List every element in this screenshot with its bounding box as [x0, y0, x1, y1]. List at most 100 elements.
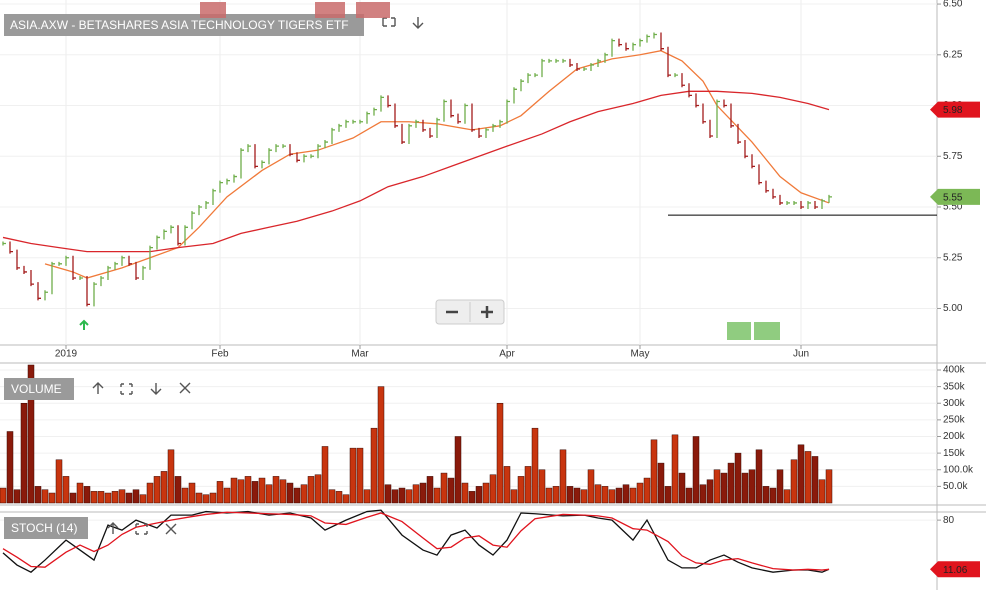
volume-bar	[776, 469, 784, 504]
event-marker[interactable]	[754, 322, 780, 340]
volume-bar	[69, 492, 77, 504]
volume-bar	[279, 479, 287, 504]
volume-bar	[664, 486, 672, 504]
panel-title-box	[4, 517, 88, 539]
y-tick-label: 5.25	[943, 252, 963, 263]
price-bar	[177, 225, 181, 246]
volume-bar	[447, 477, 455, 504]
volume-bar	[741, 472, 749, 504]
event-marker[interactable]	[356, 2, 390, 18]
volume-bar	[188, 482, 196, 504]
volume-bar	[601, 486, 609, 504]
price-bar	[394, 103, 398, 128]
x-tick-label: Feb	[211, 349, 229, 360]
volume-bar	[139, 494, 147, 504]
price-bar	[639, 38, 643, 47]
volume-bar	[181, 487, 189, 504]
volume-bar	[440, 472, 448, 504]
signal-arrow	[79, 319, 89, 330]
zoom-in[interactable]	[481, 306, 493, 318]
y-tick-label: 5.75	[943, 151, 963, 162]
price-bar	[408, 123, 412, 145]
price-bar	[156, 235, 160, 250]
y-tick-label: 300k	[943, 398, 966, 409]
price-bar	[716, 99, 720, 138]
volume-bar	[811, 456, 819, 504]
up-icon[interactable]	[107, 522, 119, 534]
up-icon[interactable]	[92, 382, 104, 394]
y-tick-label: 200k	[943, 431, 966, 442]
volume-bar	[391, 489, 399, 504]
volume-bar	[0, 487, 7, 504]
y-tick-label: 50.0k	[943, 481, 968, 492]
price-bar	[58, 261, 62, 266]
volume-bar	[412, 484, 420, 504]
volume-bar	[636, 482, 644, 504]
volume-bar	[209, 492, 217, 504]
volume-bar	[132, 489, 140, 504]
volume-bar	[174, 476, 182, 504]
close-icon[interactable]	[179, 382, 191, 394]
price-bar	[576, 62, 580, 71]
volume-bar	[594, 484, 602, 504]
volume-bar	[349, 447, 357, 504]
price-bar	[772, 188, 776, 199]
price-bar	[632, 42, 636, 51]
panel-icons[interactable]	[92, 17, 424, 535]
down-icon[interactable]	[150, 383, 162, 395]
volume-bar	[790, 459, 798, 504]
price-bar	[765, 180, 769, 193]
price-bar	[289, 144, 293, 157]
down-icon[interactable]	[412, 17, 424, 29]
price-bar	[807, 200, 811, 209]
event-markers[interactable]	[200, 2, 780, 340]
price-bar	[660, 32, 664, 51]
price-bar	[170, 225, 174, 234]
price-bar	[744, 140, 748, 159]
price-bar	[681, 73, 685, 88]
volume-bar	[538, 469, 546, 504]
volume-bar	[384, 484, 392, 504]
price-bar	[604, 52, 608, 63]
price-bar	[310, 154, 314, 159]
price-bar	[135, 261, 139, 281]
price-bar	[667, 46, 671, 78]
volume-bar	[678, 472, 686, 504]
volume-bar	[552, 486, 560, 504]
volume-bar	[342, 494, 350, 504]
price-bar	[142, 265, 146, 281]
price-bar	[352, 119, 356, 124]
volume-bar	[720, 472, 728, 504]
price-bar	[30, 269, 34, 287]
price-bar	[562, 58, 566, 63]
price-bar	[471, 103, 475, 132]
event-marker[interactable]	[315, 2, 345, 18]
price-bar	[730, 103, 734, 128]
expand-icon[interactable]	[135, 523, 148, 535]
event-marker[interactable]	[200, 2, 226, 18]
volume-bar	[314, 474, 322, 504]
volume-bar	[727, 462, 735, 504]
moving-average	[2, 90, 830, 253]
event-marker[interactable]	[727, 322, 751, 340]
price-tag-label: 11.06	[943, 565, 968, 576]
price-bar	[296, 152, 300, 163]
volume-bar	[286, 482, 294, 504]
volume-bar	[125, 492, 133, 504]
volume-bar	[454, 436, 462, 504]
price-bar	[9, 241, 13, 254]
close-icon[interactable]	[165, 523, 177, 535]
price-bar	[618, 38, 622, 47]
price-bar	[758, 164, 762, 185]
volume-bar	[244, 476, 252, 504]
volume-bar	[62, 476, 70, 504]
volume-bar	[55, 459, 63, 504]
volume-bar	[545, 487, 553, 504]
volume-bar	[202, 494, 210, 504]
price-bar	[737, 123, 741, 145]
price-bar	[324, 140, 328, 149]
price-bar	[653, 32, 657, 39]
expand-icon[interactable]	[120, 383, 133, 395]
price-bar	[317, 144, 321, 159]
zoom-buttons[interactable]	[435, 299, 505, 325]
